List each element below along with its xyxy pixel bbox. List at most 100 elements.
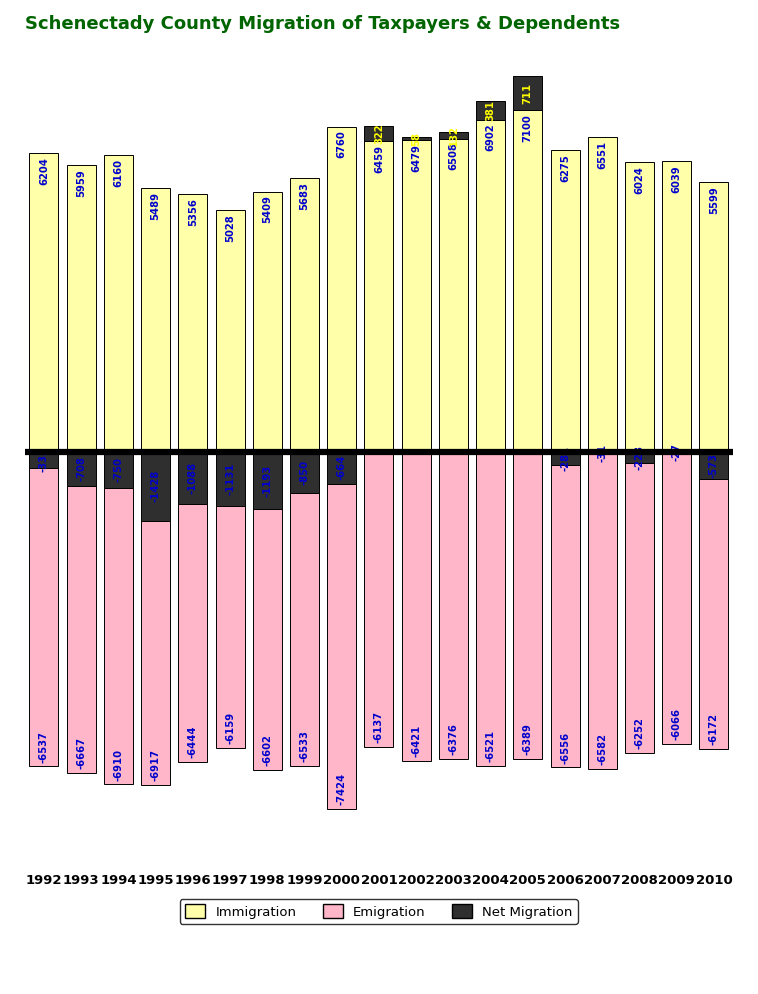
- Text: -6582: -6582: [597, 733, 607, 764]
- Text: -6066: -6066: [672, 708, 681, 740]
- Text: 6039: 6039: [672, 165, 681, 193]
- Text: -664: -664: [337, 455, 346, 480]
- Text: -7424: -7424: [337, 773, 346, 805]
- Text: -6137: -6137: [374, 712, 384, 744]
- Text: -6376: -6376: [449, 723, 459, 754]
- Text: 6479: 6479: [411, 144, 421, 172]
- Bar: [252, 509, 282, 769]
- Bar: [327, 126, 356, 452]
- Text: 6760: 6760: [337, 130, 346, 158]
- Text: -6667: -6667: [77, 737, 86, 768]
- Text: 5683: 5683: [299, 182, 309, 210]
- Text: -1193: -1193: [262, 464, 272, 497]
- Text: 6160: 6160: [114, 159, 124, 187]
- Bar: [662, 452, 691, 453]
- Bar: [513, 452, 542, 759]
- Bar: [625, 463, 654, 752]
- Bar: [365, 452, 393, 747]
- Bar: [67, 452, 96, 486]
- Text: -6537: -6537: [39, 731, 49, 762]
- Bar: [402, 452, 431, 760]
- Text: 6275: 6275: [560, 154, 570, 182]
- Bar: [178, 194, 208, 452]
- Text: -6917: -6917: [151, 748, 161, 781]
- Text: -6421: -6421: [411, 725, 421, 757]
- Bar: [550, 452, 580, 465]
- Text: 5959: 5959: [77, 169, 86, 197]
- Bar: [30, 153, 58, 452]
- Text: 5599: 5599: [709, 186, 719, 214]
- Bar: [625, 452, 654, 463]
- Text: 381: 381: [486, 100, 496, 121]
- Bar: [700, 183, 728, 452]
- Bar: [476, 120, 505, 452]
- Text: -6602: -6602: [262, 734, 272, 765]
- Bar: [365, 141, 393, 452]
- Bar: [476, 101, 505, 120]
- Bar: [67, 165, 96, 452]
- Text: -1131: -1131: [225, 463, 235, 495]
- Text: -1428: -1428: [151, 470, 161, 502]
- Bar: [141, 452, 170, 521]
- Text: -708: -708: [77, 456, 86, 481]
- Text: 6551: 6551: [597, 140, 607, 169]
- Bar: [141, 188, 170, 452]
- Bar: [700, 479, 728, 748]
- Text: 58: 58: [411, 132, 421, 146]
- Text: 5028: 5028: [225, 214, 235, 242]
- Bar: [513, 77, 542, 110]
- Bar: [402, 137, 431, 140]
- Bar: [365, 125, 393, 141]
- Bar: [327, 452, 356, 484]
- Bar: [513, 110, 542, 452]
- Text: -750: -750: [114, 457, 124, 482]
- Text: -1088: -1088: [188, 462, 198, 494]
- Bar: [178, 452, 208, 504]
- Bar: [215, 210, 245, 452]
- Bar: [141, 521, 170, 784]
- Text: -228: -228: [634, 445, 644, 470]
- Bar: [104, 488, 133, 784]
- Text: 6204: 6204: [39, 157, 49, 185]
- Bar: [550, 150, 580, 452]
- Bar: [439, 139, 468, 452]
- Bar: [550, 465, 580, 767]
- Bar: [587, 136, 617, 452]
- Bar: [290, 452, 319, 493]
- Text: -6444: -6444: [188, 726, 198, 758]
- Text: -6159: -6159: [225, 713, 235, 745]
- Text: 6508: 6508: [449, 142, 459, 170]
- Bar: [587, 452, 617, 453]
- Text: 6902: 6902: [486, 123, 496, 151]
- Text: 5356: 5356: [188, 198, 198, 226]
- Text: 7100: 7100: [523, 114, 533, 142]
- Bar: [587, 453, 617, 768]
- Bar: [104, 155, 133, 452]
- Text: -6910: -6910: [114, 748, 124, 780]
- Text: 6024: 6024: [634, 166, 644, 194]
- Text: -333: -333: [39, 447, 49, 472]
- Text: -6556: -6556: [560, 732, 570, 763]
- Text: -281: -281: [560, 446, 570, 471]
- Bar: [625, 162, 654, 452]
- Text: -31: -31: [597, 443, 607, 461]
- Bar: [252, 192, 282, 452]
- Text: 5409: 5409: [262, 196, 272, 224]
- Text: -6252: -6252: [634, 717, 644, 748]
- Legend: Immigration, Emigration, Net Migration: Immigration, Emigration, Net Migration: [180, 899, 578, 923]
- Text: 132: 132: [449, 125, 459, 146]
- Bar: [67, 486, 96, 772]
- Bar: [30, 452, 58, 468]
- Text: -6521: -6521: [486, 730, 496, 761]
- Text: -6533: -6533: [299, 731, 309, 762]
- Text: 5489: 5489: [151, 192, 161, 220]
- Text: -6389: -6389: [523, 724, 533, 755]
- Text: -573: -573: [709, 453, 719, 478]
- Bar: [662, 161, 691, 452]
- Bar: [30, 468, 58, 766]
- Bar: [402, 140, 431, 452]
- Text: -850: -850: [299, 460, 309, 485]
- Text: Schenectady County Migration of Taxpayers & Dependents: Schenectady County Migration of Taxpayer…: [25, 15, 621, 33]
- Bar: [290, 179, 319, 452]
- Text: -6172: -6172: [709, 713, 719, 746]
